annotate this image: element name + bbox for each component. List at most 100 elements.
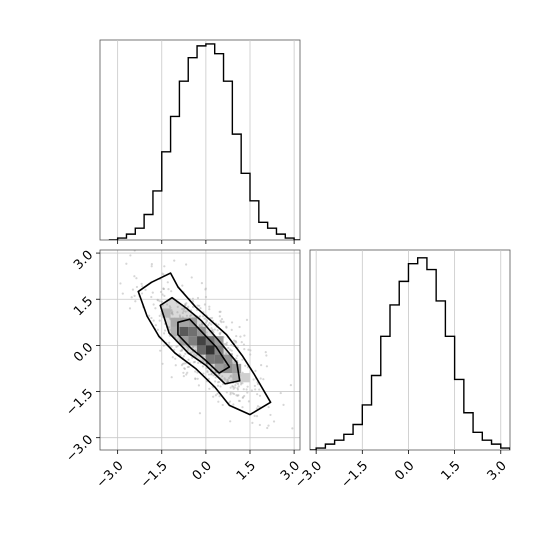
panel-top-left-histogram (99, 39, 301, 244)
scatter-point (245, 318, 249, 321)
scatter-point (241, 406, 244, 409)
scatter-point (158, 314, 161, 317)
scatter-point (140, 282, 143, 285)
scatter-point (221, 403, 224, 407)
scatter-point (202, 372, 205, 375)
scatter-point (162, 344, 165, 347)
scatter-point (260, 364, 263, 367)
scatter-point (236, 388, 240, 391)
scatter-point (210, 327, 213, 330)
scatter-point (266, 426, 269, 430)
contour-middle (159, 296, 241, 385)
scatter-point (141, 285, 144, 288)
scatter-point (207, 323, 210, 327)
scatter-point (245, 388, 248, 391)
scatter-point (166, 281, 169, 284)
scatter-point (254, 388, 257, 391)
scatter-point (240, 341, 243, 344)
scatter-point (282, 403, 285, 406)
contour-outer (137, 272, 272, 416)
scatter-point (166, 303, 169, 306)
scatter-point (167, 288, 170, 291)
scatter-point (237, 385, 240, 388)
scatter-point (238, 325, 241, 329)
scatter-point (191, 305, 195, 309)
scatter-point (218, 315, 221, 318)
scatter-point (216, 384, 220, 387)
scatter-point (184, 352, 187, 355)
scatter-point (191, 299, 195, 303)
scatter-point (251, 421, 254, 424)
scatter-point (253, 384, 256, 388)
scatter-point (267, 424, 270, 427)
scatter-point (237, 399, 241, 402)
density-cell (170, 317, 180, 327)
scatter-point (206, 371, 209, 374)
scatter-point (231, 385, 234, 388)
scatter-point (218, 395, 221, 398)
scatter-point (230, 379, 233, 382)
scatter-point (167, 326, 171, 329)
density-cell (161, 308, 171, 318)
scatter-point (203, 317, 206, 320)
scatter-point (162, 287, 165, 291)
scatter-point (229, 393, 232, 396)
contour-inner (177, 318, 231, 374)
x-tick-label: 0.0 (392, 458, 417, 483)
scatter-point (156, 298, 159, 301)
scatter-point (194, 370, 197, 373)
scatter-point (158, 319, 161, 322)
scatter-point (204, 321, 207, 325)
scatter-point (185, 263, 188, 266)
scatter-point (135, 285, 139, 289)
panel-top-left-bars (108, 43, 300, 240)
scatter-point (219, 310, 222, 313)
density-cell (205, 345, 215, 355)
scatter-point (197, 361, 200, 364)
scatter-point (182, 371, 185, 374)
scatter-point (221, 383, 225, 386)
density-cell (223, 354, 233, 364)
density-cell (170, 326, 180, 337)
scatter-point (192, 345, 195, 348)
scatter-point (210, 316, 214, 320)
scatter-point (222, 320, 225, 323)
scatter-point (249, 349, 252, 352)
scatter-point (247, 348, 250, 351)
scatter-point (185, 373, 188, 376)
panel-top-left-ticks (117, 240, 295, 244)
scatter-point (152, 319, 155, 322)
panel-bottom-right-bars (310, 257, 510, 450)
scatter-point (258, 394, 262, 397)
scatter-point (205, 320, 209, 323)
scatter-point (209, 373, 213, 376)
scatter-point (225, 326, 228, 329)
scatter-point (200, 323, 204, 326)
density-cell (241, 373, 250, 383)
scatter-point (258, 388, 261, 391)
panel-bottom-right-histogram: −3.0 −1.5 0.0 1.5 3.0 (292, 249, 511, 491)
scatter-point (174, 357, 177, 360)
scatter-point (190, 276, 193, 279)
scatter-point (187, 347, 190, 350)
density-cell (214, 354, 224, 364)
scatter-point (227, 346, 230, 350)
scatter-point (173, 259, 176, 262)
scatter-point (163, 294, 166, 297)
scatter-point (246, 391, 249, 394)
scatter-point (175, 345, 178, 348)
density-cell (214, 363, 224, 374)
scatter-point (194, 377, 197, 381)
scatter-point (133, 275, 136, 278)
scatter-point (291, 427, 294, 430)
scatter-point (255, 415, 259, 418)
scatter-point (214, 376, 217, 379)
scatter-point (193, 360, 197, 363)
scatter-point (256, 382, 260, 386)
scatter-point (243, 334, 246, 337)
scatter-point (219, 385, 222, 388)
scatter-point (228, 376, 231, 380)
scatter-point (162, 332, 166, 335)
scatter-point (279, 391, 282, 395)
